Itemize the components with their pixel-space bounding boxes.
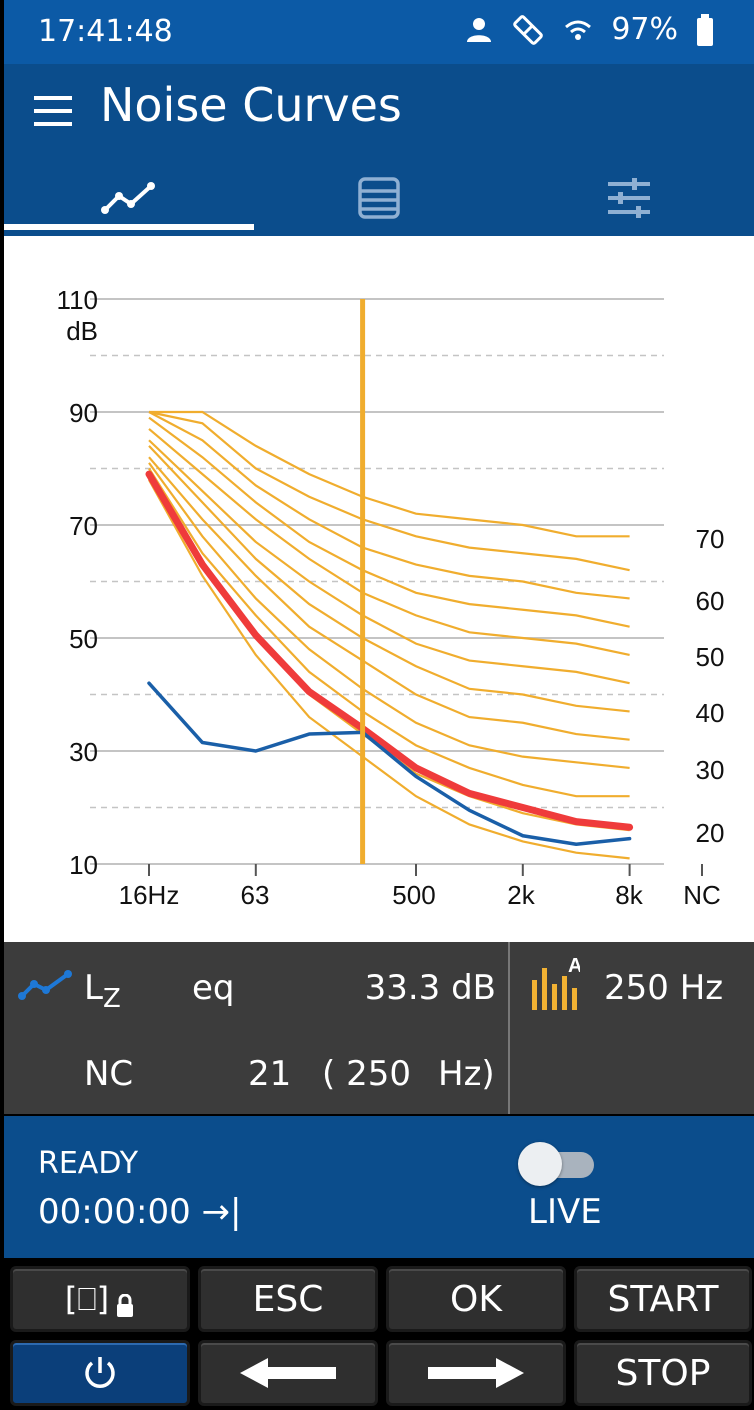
y-tick-label: 110	[57, 285, 98, 315]
nc-curve-label: 60	[696, 586, 725, 616]
y-tick-label: 50	[69, 624, 98, 654]
y-tick-label: 30	[69, 737, 98, 767]
selected-tab-indicator	[4, 224, 254, 230]
nc-label: NC	[84, 1054, 134, 1094]
nc-curve-45	[148, 439, 630, 685]
nc-rating-series	[145, 470, 634, 831]
nc-curve-label: 40	[696, 698, 725, 728]
nc-curve-60	[148, 411, 630, 600]
ok-button[interactable]: OK	[386, 1266, 566, 1332]
nc-curve-15	[148, 479, 630, 860]
menu-icon[interactable]	[30, 88, 76, 134]
x-tick-label: 500	[392, 880, 435, 910]
band-frequency: 250 Hz	[604, 968, 724, 1008]
nc-frequency: ( 250	[322, 1054, 411, 1094]
measurement-state: READY	[38, 1146, 139, 1181]
toggle-knob	[518, 1142, 562, 1186]
nc-curve-35	[148, 456, 630, 741]
satellite-icon	[513, 14, 544, 45]
screen-lock-label: [⎕]	[64, 1279, 110, 1318]
measurement-status-panel: READY 00:00:00 →| LIVE	[4, 1116, 754, 1258]
noise-curve-chart[interactable]: 110 dB 90 70 50 30 10 16Hz 63 500 2k 8k …	[4, 236, 754, 942]
readout-panel[interactable]: LZ eq 33.3 dB NC 21 ( 250 Hz) A 250 Hz	[4, 942, 754, 1114]
battery-icon	[697, 13, 713, 46]
power-icon	[85, 1357, 115, 1388]
table-icon	[358, 177, 400, 219]
softkey-bar: [⎕] ESC OK START STOP	[4, 1258, 754, 1410]
start-button[interactable]: START	[574, 1266, 752, 1332]
live-toggle[interactable]	[518, 1140, 598, 1186]
y-axis-unit: dB	[66, 316, 98, 346]
nc-curve-label: 70	[696, 524, 725, 554]
x-axis-suffix: NC	[683, 880, 721, 910]
arrow-left-icon	[240, 1358, 336, 1388]
tab-graph[interactable]	[4, 160, 254, 236]
elapsed-time: 00:00:00 →|	[38, 1192, 242, 1232]
graph-icon	[101, 182, 155, 214]
page-title: Noise Curves	[100, 78, 402, 132]
tab-table[interactable]	[254, 160, 504, 236]
nc-curve-label: 50	[696, 642, 725, 672]
tab-settings[interactable]	[504, 160, 754, 236]
band-levels-icon: A	[532, 955, 580, 1010]
parameter-weighting: Z	[102, 983, 121, 1014]
parameter-mode: eq	[192, 968, 235, 1008]
nc-curve-label: 30	[696, 755, 725, 785]
nc-curve-40	[148, 445, 630, 713]
arrow-right-icon	[428, 1358, 524, 1388]
nc-curve-label: 20	[696, 818, 725, 848]
stop-button[interactable]: STOP	[574, 1340, 752, 1406]
lock-icon	[117, 1294, 134, 1317]
screen-lock-button[interactable]: [⎕]	[10, 1266, 190, 1332]
nc-curve-65	[148, 410, 630, 572]
lz-eq-series	[147, 681, 632, 846]
nc-curve-70	[149, 410, 630, 538]
x-tick-label: 16Hz	[119, 880, 180, 910]
y-tick-label: 10	[69, 850, 98, 880]
person-icon	[467, 17, 492, 42]
lz-trace-icon	[18, 970, 72, 1000]
status-icons: 97%	[465, 12, 714, 47]
wifi-icon	[565, 20, 592, 40]
nc-curve-50	[148, 428, 630, 657]
x-tick-label: 63	[241, 880, 270, 910]
battery-percentage: 97%	[611, 12, 678, 47]
nc-curve-30	[148, 462, 630, 770]
parameter-value: 33.3 dB	[364, 968, 496, 1008]
y-tick-label: 90	[69, 398, 98, 428]
tab-bar	[4, 160, 754, 236]
app-bar: Noise Curves	[4, 64, 754, 236]
nc-value: 21	[248, 1054, 292, 1094]
parameter-letter: L	[84, 968, 103, 1008]
left-arrow-button[interactable]	[198, 1340, 378, 1406]
x-tick-label: 2k	[507, 880, 535, 910]
nc-curve-25	[148, 467, 630, 798]
esc-button[interactable]: ESC	[198, 1266, 378, 1332]
nc-curve-55	[148, 416, 630, 628]
y-tick-label: 70	[69, 511, 98, 541]
readout-divider	[508, 942, 510, 1114]
parameter-name: LZ	[84, 968, 121, 1014]
clock: 17:41:48	[38, 14, 173, 49]
chart-svg[interactable]: 110 dB 90 70 50 30 10 16Hz 63 500 2k 8k …	[4, 236, 754, 942]
sliders-icon	[608, 178, 650, 218]
band-weighting: A	[568, 955, 580, 977]
right-arrow-button[interactable]	[386, 1340, 566, 1406]
nc-frequency-unit: Hz)	[438, 1054, 495, 1094]
x-tick-label: 8k	[615, 880, 643, 910]
live-label: LIVE	[528, 1192, 602, 1232]
power-button[interactable]	[10, 1340, 190, 1406]
status-bar: 17:41:48 97%	[4, 0, 754, 64]
